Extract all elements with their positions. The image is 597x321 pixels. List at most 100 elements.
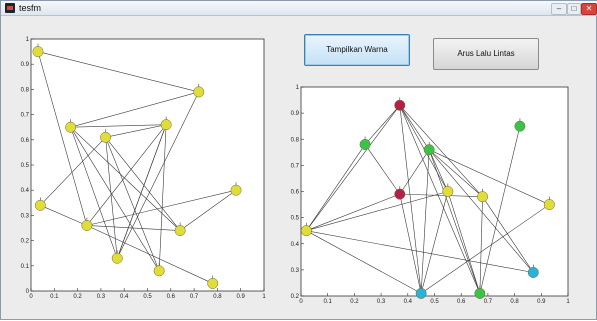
right-edge	[306, 144, 366, 231]
right-edge	[420, 191, 449, 294]
right-node	[442, 186, 454, 197]
right-edge	[306, 105, 401, 231]
right-edge	[306, 191, 448, 231]
left-ytick-label: 0.7	[21, 113, 30, 119]
right-node	[477, 191, 489, 203]
title-bar: tesfm – □ ✕	[1, 1, 597, 16]
left-edge	[70, 127, 160, 271]
left-edge	[105, 137, 118, 259]
matlab-figure-icon	[5, 3, 15, 13]
left-node	[153, 265, 165, 277]
right-node	[514, 120, 526, 132]
right-node	[423, 144, 435, 156]
right-node	[300, 225, 312, 237]
right-edge	[420, 149, 430, 294]
right-node	[415, 287, 427, 299]
left-xtick-label: 1	[262, 294, 266, 300]
left-xtick-label: 0.5	[143, 294, 152, 300]
right-edge	[428, 149, 534, 273]
right-edge	[482, 196, 534, 273]
right-xtick-label: 0.8	[510, 299, 519, 305]
left-edge	[105, 137, 181, 231]
right-ytick-label: 0.2	[291, 294, 300, 300]
traffic-flow-button[interactable]: Arus Lalu Lintas	[433, 38, 539, 70]
left-xtick-label: 0.8	[213, 294, 222, 300]
left-ytick-label: 0.5	[21, 163, 30, 169]
left-edge	[70, 127, 118, 259]
left-graph-plot: 0 0.1 0.2 0.3 0.4 0.5 0.6 0.7 0.8 0.9 1 0 0.1 0.2 0.3 0…	[21, 37, 267, 300]
right-edge	[306, 193, 400, 231]
left-node	[193, 86, 205, 98]
left-ytick-label: 0.9	[21, 62, 30, 68]
left-ytick-label: 0.4	[21, 188, 30, 194]
right-node	[359, 139, 371, 150]
right-xtick-label: 0.9	[537, 299, 546, 305]
right-node	[474, 287, 486, 299]
right-xtick-label: 0.6	[457, 299, 466, 305]
left-node	[111, 252, 123, 264]
right-ytick-label: 0.7	[291, 163, 300, 169]
right-ytick-label: 1	[296, 85, 300, 91]
left-edge	[116, 124, 167, 259]
left-xtick-label: 0.7	[190, 294, 199, 300]
left-edge	[70, 91, 199, 128]
right-xtick-label: 0.2	[350, 299, 359, 305]
right-ytick-label: 0.3	[291, 268, 300, 274]
right-edge	[399, 105, 422, 294]
left-node	[32, 46, 44, 58]
right-edge	[364, 144, 401, 195]
right-node	[527, 267, 539, 278]
left-edge	[179, 189, 237, 231]
left-edge	[40, 137, 106, 206]
right-edge	[399, 105, 449, 192]
right-xtick-label: 0.3	[377, 299, 386, 305]
left-xtick-label: 0	[29, 294, 33, 300]
right-edge	[399, 105, 483, 197]
right-xtick-label: 0.4	[404, 299, 413, 305]
left-xtick-label: 0.3	[97, 294, 106, 300]
right-xtick-label: 0	[299, 299, 303, 305]
right-node	[543, 199, 555, 211]
minimize-button[interactable]: –	[551, 3, 567, 15]
left-ytick-label: 0.3	[21, 213, 30, 219]
left-node	[230, 184, 242, 196]
right-xtick-label: 1	[566, 299, 570, 305]
maximize-button[interactable]: □	[567, 3, 581, 15]
right-edge	[399, 105, 430, 150]
left-ytick-label: 0.2	[21, 239, 30, 245]
left-edge	[37, 51, 88, 226]
left-node	[81, 220, 93, 231]
right-edge	[399, 149, 430, 195]
right-edge	[364, 105, 401, 145]
right-edge	[479, 196, 483, 294]
left-ytick-label: 1	[26, 37, 30, 43]
right-edge	[306, 230, 534, 273]
right-edge	[428, 149, 483, 197]
left-xtick-label: 0.6	[167, 294, 176, 300]
right-edge	[429, 149, 550, 205]
window-title: tesfm	[19, 3, 42, 13]
left-edge	[37, 51, 199, 93]
right-ytick-label: 0.5	[291, 216, 300, 222]
right-edge	[420, 204, 550, 294]
left-edge	[105, 124, 167, 138]
left-edge	[116, 91, 200, 259]
left-edge	[86, 124, 167, 226]
show-color-button[interactable]: Tampilkan Warna	[304, 34, 410, 66]
right-edge	[479, 126, 521, 294]
right-edge	[306, 230, 422, 294]
left-edge	[158, 124, 167, 271]
left-edge	[86, 189, 237, 226]
right-node	[394, 188, 406, 200]
right-edge	[447, 191, 481, 294]
right-edge	[428, 149, 449, 192]
left-edge	[86, 225, 181, 231]
right-graph-plot: 0 0.1 0.2 0.3 0.4 0.5 0.6 0.7 0.8 0.9 1 0.2 0.3 0.4 0.…	[291, 85, 571, 305]
right-ytick-label: 0.4	[291, 242, 300, 248]
left-ytick-label: 0.1	[21, 264, 30, 270]
right-xtick-label: 0.7	[484, 299, 493, 305]
right-xtick-label: 0.1	[324, 299, 333, 305]
left-xtick-label: 0.1	[50, 294, 59, 300]
